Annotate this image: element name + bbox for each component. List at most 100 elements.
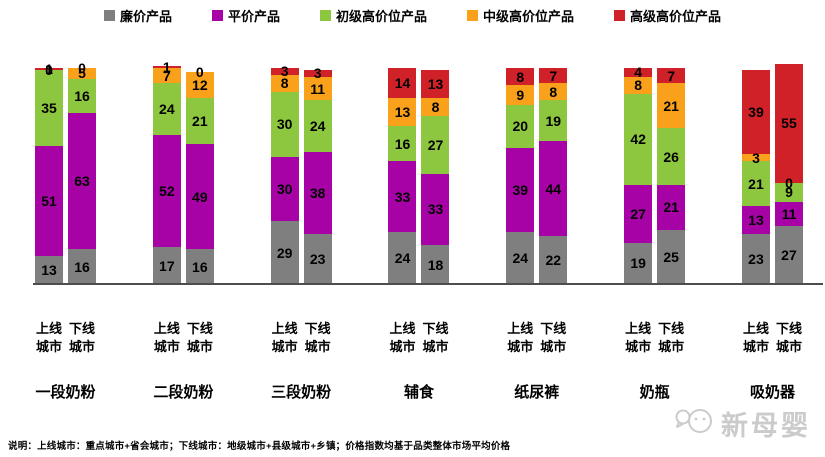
segment-value-label: 21	[663, 199, 679, 216]
segment-value-label: 38	[309, 185, 326, 202]
bar-segment: 25	[657, 230, 686, 284]
segment-value-label: 17	[159, 257, 175, 274]
city-tick-label: 上线 城市	[389, 321, 416, 355]
city-tick-label: 下线 城市	[68, 321, 95, 355]
bar-segment: 17	[152, 247, 181, 284]
bar-segment: 8	[270, 74, 299, 92]
stacked-bar-上线城市: 23 13 21 3 39	[741, 70, 770, 284]
stacked-bar-下线城市: 23 38 24 11 3	[303, 66, 332, 284]
bar-segment: 27	[624, 184, 653, 243]
legend-item: 廉价产品	[103, 6, 172, 25]
bar-segment: 16	[68, 78, 96, 114]
stacked-bar-下线城市: 27 11 9 0 55	[774, 63, 803, 284]
stacked-bar-上线城市: 29 30 30 8 3	[270, 64, 299, 284]
bar-segment: 9	[774, 182, 803, 202]
bar-segment: 63	[68, 113, 96, 250]
bar-segment: 27	[421, 115, 450, 174]
legend-label: 平价产品	[227, 9, 280, 24]
segment-value-label: 49	[192, 188, 208, 205]
segment-value-label: 4	[634, 64, 643, 81]
segment-value-label: 0	[785, 174, 793, 191]
bar-segment: 5	[68, 65, 96, 82]
legend-swatch-icon	[319, 10, 331, 21]
segment-value-label: 18	[427, 256, 444, 273]
city-tick-label: 下线 城市	[658, 321, 685, 355]
segment-value-label: 20	[512, 118, 529, 135]
legend-label: 中级高价位产品	[483, 9, 575, 24]
segment-value-label: 13	[748, 212, 764, 229]
bar-segment: 44	[539, 141, 568, 237]
bar-segment: 29	[270, 221, 299, 284]
segment-value-label: 44	[545, 180, 562, 197]
segment-value-label: 55	[781, 115, 797, 132]
bar-segment: 23	[303, 234, 332, 284]
segment-value-label: 23	[748, 251, 764, 268]
segment-value-label: 39	[748, 104, 764, 121]
segment-value-label: 19	[630, 255, 646, 272]
city-tick-label: 下线 城市	[775, 321, 802, 355]
legend-item: 平价产品	[211, 6, 280, 25]
bar-segment: 19	[539, 100, 568, 142]
segment-value-label: 35	[41, 99, 57, 116]
segment-value-label: 26	[663, 148, 679, 165]
segment-value-label: 24	[159, 101, 175, 118]
legend-item: 高级高价位产品	[614, 6, 721, 25]
segment-value-label: 24	[394, 250, 411, 267]
bar-group: 24 39 20 9 8 22 44 19 8 7	[506, 68, 568, 284]
segment-value-label: 30	[276, 116, 293, 133]
segment-value-label: 13	[394, 104, 411, 121]
bar-segment: 16	[185, 249, 214, 284]
city-tick-label: 上线 城市	[742, 321, 769, 355]
bar-segment: 11	[774, 201, 803, 226]
stacked-bar-下线城市: 18 33 27 8 13	[421, 70, 450, 284]
bar-segment: 39	[741, 70, 770, 155]
category-label: 三段奶粉	[271, 384, 332, 401]
segment-value-label: 52	[159, 183, 175, 200]
stacked-bar-下线城市: 16 63 16 5 0	[68, 61, 96, 284]
legend-label: 廉价产品	[119, 9, 172, 24]
bar-segment: 16	[388, 126, 417, 161]
stacked-bar-下线城市: 25 21 26 21 7	[657, 68, 686, 284]
bar-segment: 55	[774, 63, 803, 183]
segment-value-label: 0	[195, 64, 204, 81]
bar-segment: 9	[506, 85, 535, 105]
stacked-bar-上线城市: 24 39 20 9 8	[506, 68, 535, 284]
segment-value-label: 27	[427, 136, 444, 153]
stacked-bar-上线城市: 24 33 16 13 14	[388, 68, 417, 284]
city-tick-label: 下线 城市	[540, 321, 567, 355]
segment-value-label: 12	[192, 77, 208, 94]
bar-group: 19 27 42 8 4 25 21 26 21 7	[624, 64, 686, 284]
segment-value-label: 16	[74, 258, 90, 275]
segment-value-label: 3	[752, 149, 760, 166]
group-city-labels: 上线 城市 下线 城市	[271, 320, 332, 356]
segment-value-label: 5	[78, 65, 86, 82]
chat-bubbles-icon	[673, 404, 715, 443]
bar-segment: 21	[185, 98, 214, 144]
legend-swatch-icon	[614, 10, 626, 21]
city-tick-labels: 上线 城市 下线 城市 上线 城市 下线 城市 上线 城市 下线 城市 上线 城市 下线 城市…	[35, 320, 803, 356]
segment-value-label: 51	[41, 192, 57, 209]
segment-value-label: 30	[276, 180, 293, 197]
chart-legend: 廉价产品 平价产品 初级高价位产品 中级高价位产品 高级高价位产品	[0, 6, 825, 25]
bar-segment: 39	[506, 147, 535, 233]
segment-value-label: 25	[663, 249, 679, 265]
city-tick-label: 上线 城市	[35, 321, 62, 355]
segment-value-label: 11	[781, 205, 797, 222]
segment-value-label: 3	[313, 65, 322, 82]
segment-value-label: 24	[309, 118, 326, 135]
bar-segment: 24	[152, 83, 181, 135]
segment-value-label: 16	[74, 88, 90, 105]
group-city-labels: 上线 城市 下线 城市	[35, 320, 96, 356]
city-tick-label: 上线 城市	[153, 321, 180, 355]
group-city-labels: 上线 城市 下线 城市	[742, 320, 803, 356]
legend-item: 初级高价位产品	[319, 6, 427, 25]
bar-group: 24 33 16 13 14 18 33 27 8 13	[388, 68, 450, 284]
segment-value-label: 8	[549, 83, 558, 100]
watermark-text: 新母婴	[721, 411, 811, 441]
group-city-labels: 上线 城市 下线 城市	[506, 320, 567, 356]
segment-value-label: 8	[634, 77, 643, 94]
watermark: 新母婴	[673, 404, 811, 443]
category-labels: 一段奶粉 二段奶粉 三段奶粉 辅食 纸尿裤 奶瓶 吸奶器	[35, 381, 803, 402]
bar-segment: 20	[506, 104, 535, 148]
